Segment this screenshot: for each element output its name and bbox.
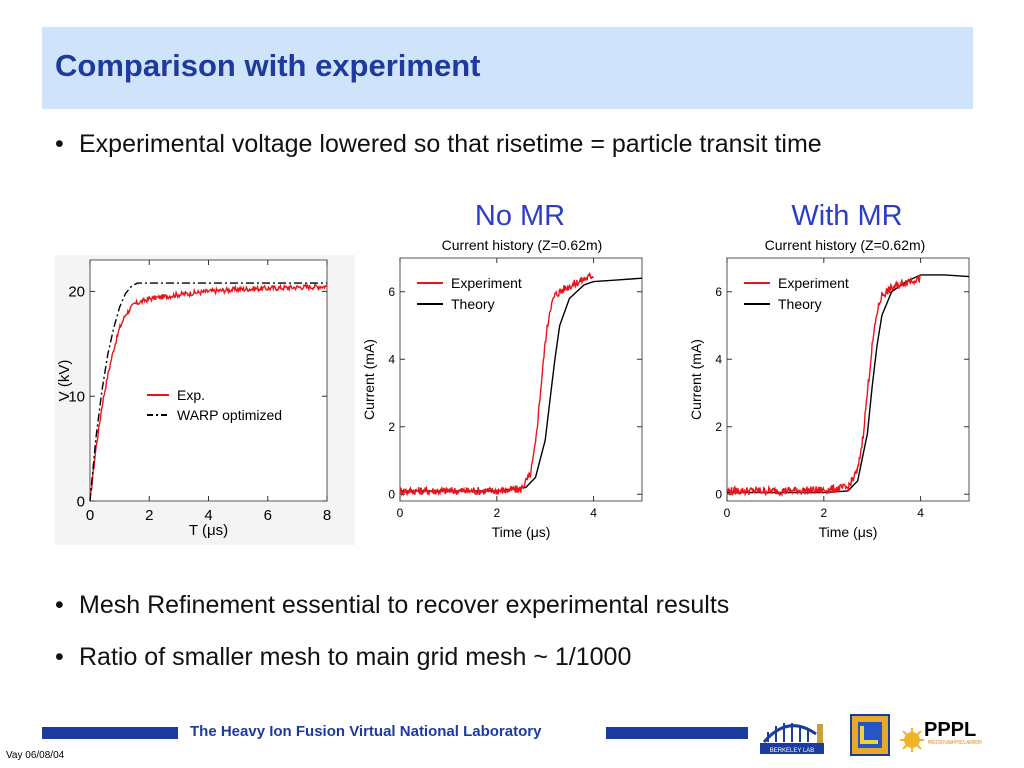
current-chart-with-mr: 0 2 4 0 2 4 6 Time (μs) Current (mA) Experiment Th… bbox=[688, 257, 970, 540]
llnl-logo bbox=[850, 714, 890, 756]
y-axis-label: Current (mA) bbox=[688, 339, 704, 420]
x-tick-label: 0 bbox=[724, 506, 731, 520]
bullet-text: Ratio of smaller mesh to main grid mesh … bbox=[79, 643, 632, 671]
legend-label: Experiment bbox=[451, 275, 522, 291]
berkeley-lab-logo: BERKELEY LAB bbox=[760, 723, 824, 754]
chart-title-with-mr: Current history (Z=0.62m) bbox=[764, 237, 926, 253]
series-line-theory bbox=[400, 277, 643, 492]
footer-bar-right bbox=[606, 727, 748, 739]
y-axis-label: Current (mA) bbox=[361, 339, 377, 420]
y-tick-label: 6 bbox=[715, 285, 722, 299]
x-tick-label: 6 bbox=[264, 507, 272, 524]
title-bar bbox=[42, 27, 973, 109]
x-tick-label: 2 bbox=[820, 506, 827, 520]
panel-title-with-mr: With MR bbox=[791, 200, 903, 232]
legend-label: Theory bbox=[451, 296, 495, 312]
footer-date: Vay 06/08/04 bbox=[6, 750, 65, 761]
x-tick-label: 2 bbox=[145, 507, 153, 524]
series-line-experiment bbox=[726, 274, 921, 498]
y-tick-label: 10 bbox=[68, 388, 85, 405]
footer-bar-left bbox=[42, 727, 178, 739]
x-axis-label: Time (μs) bbox=[819, 524, 878, 540]
x-tick-label: 4 bbox=[204, 507, 212, 524]
voltage-chart: 0 2 4 6 8 0 10 20 T (μs) V (kV) Exp. WARP optimized bbox=[55, 255, 355, 545]
current-chart-no-mr: 0 2 4 0 2 4 6 Time (μs) Current (mA) Experiment Th… bbox=[361, 257, 643, 540]
bullet-item: • Experimental voltage lowered so that ri… bbox=[55, 130, 822, 158]
pppl-logo-text: PPPL bbox=[924, 719, 976, 741]
y-tick-label: 4 bbox=[388, 352, 395, 366]
pppl-logo-subtext: PRINCETON PLASMA PHYSICS LABORATORY bbox=[928, 740, 982, 746]
slide-title: Comparison with experiment bbox=[55, 48, 481, 83]
y-tick-label: 2 bbox=[388, 420, 395, 434]
x-axis-label: Time (μs) bbox=[492, 524, 551, 540]
x-tick-label: 4 bbox=[917, 506, 924, 520]
legend-label: WARP optimized bbox=[177, 407, 282, 423]
x-tick-label: 2 bbox=[493, 506, 500, 520]
berkeley-lab-logo-text: BERKELEY LAB bbox=[770, 748, 815, 754]
footer-lab-name: The Heavy Ion Fusion Virtual National La… bbox=[190, 723, 542, 740]
y-axis-label: V (kV) bbox=[56, 360, 73, 402]
bullet-text: Experimental voltage lowered so that ris… bbox=[79, 130, 822, 158]
bullet-item: • Ratio of smaller mesh to main grid mesh… bbox=[55, 643, 632, 671]
pppl-logo: PPPL PRINCETON PLASMA PHYSICS LABORATORY bbox=[900, 719, 982, 752]
series-line-experiment bbox=[399, 271, 594, 497]
chart-title-no-mr: Current history (Z=0.62m) bbox=[441, 237, 603, 253]
y-tick-label: 6 bbox=[388, 285, 395, 299]
y-tick-label: 4 bbox=[715, 352, 722, 366]
y-tick-label: 0 bbox=[715, 487, 722, 501]
legend-label: Theory bbox=[778, 296, 822, 312]
panel-title-no-mr: No MR bbox=[474, 200, 566, 232]
bullet-item: • Mesh Refinement essential to recover ex… bbox=[55, 591, 730, 619]
plot-frame bbox=[726, 257, 970, 502]
y-tick-label: 2 bbox=[715, 420, 722, 434]
bullet-text: Mesh Refinement essential to recover exp… bbox=[79, 591, 730, 619]
y-tick-label: 0 bbox=[77, 493, 85, 510]
x-tick-label: 4 bbox=[590, 506, 597, 520]
plot-frame bbox=[89, 259, 328, 502]
x-tick-label: 0 bbox=[397, 506, 404, 520]
series-line-theory bbox=[89, 282, 327, 502]
series-line-experiment bbox=[89, 282, 328, 500]
x-tick-label: 0 bbox=[86, 507, 94, 524]
x-tick-label: 8 bbox=[323, 507, 331, 524]
y-tick-label: 0 bbox=[388, 487, 395, 501]
x-axis-label: T (μs) bbox=[189, 522, 228, 539]
plot-frame bbox=[399, 257, 643, 502]
y-tick-label: 20 bbox=[68, 284, 85, 301]
legend-label: Experiment bbox=[778, 275, 849, 291]
legend-label: Exp. bbox=[177, 387, 205, 403]
